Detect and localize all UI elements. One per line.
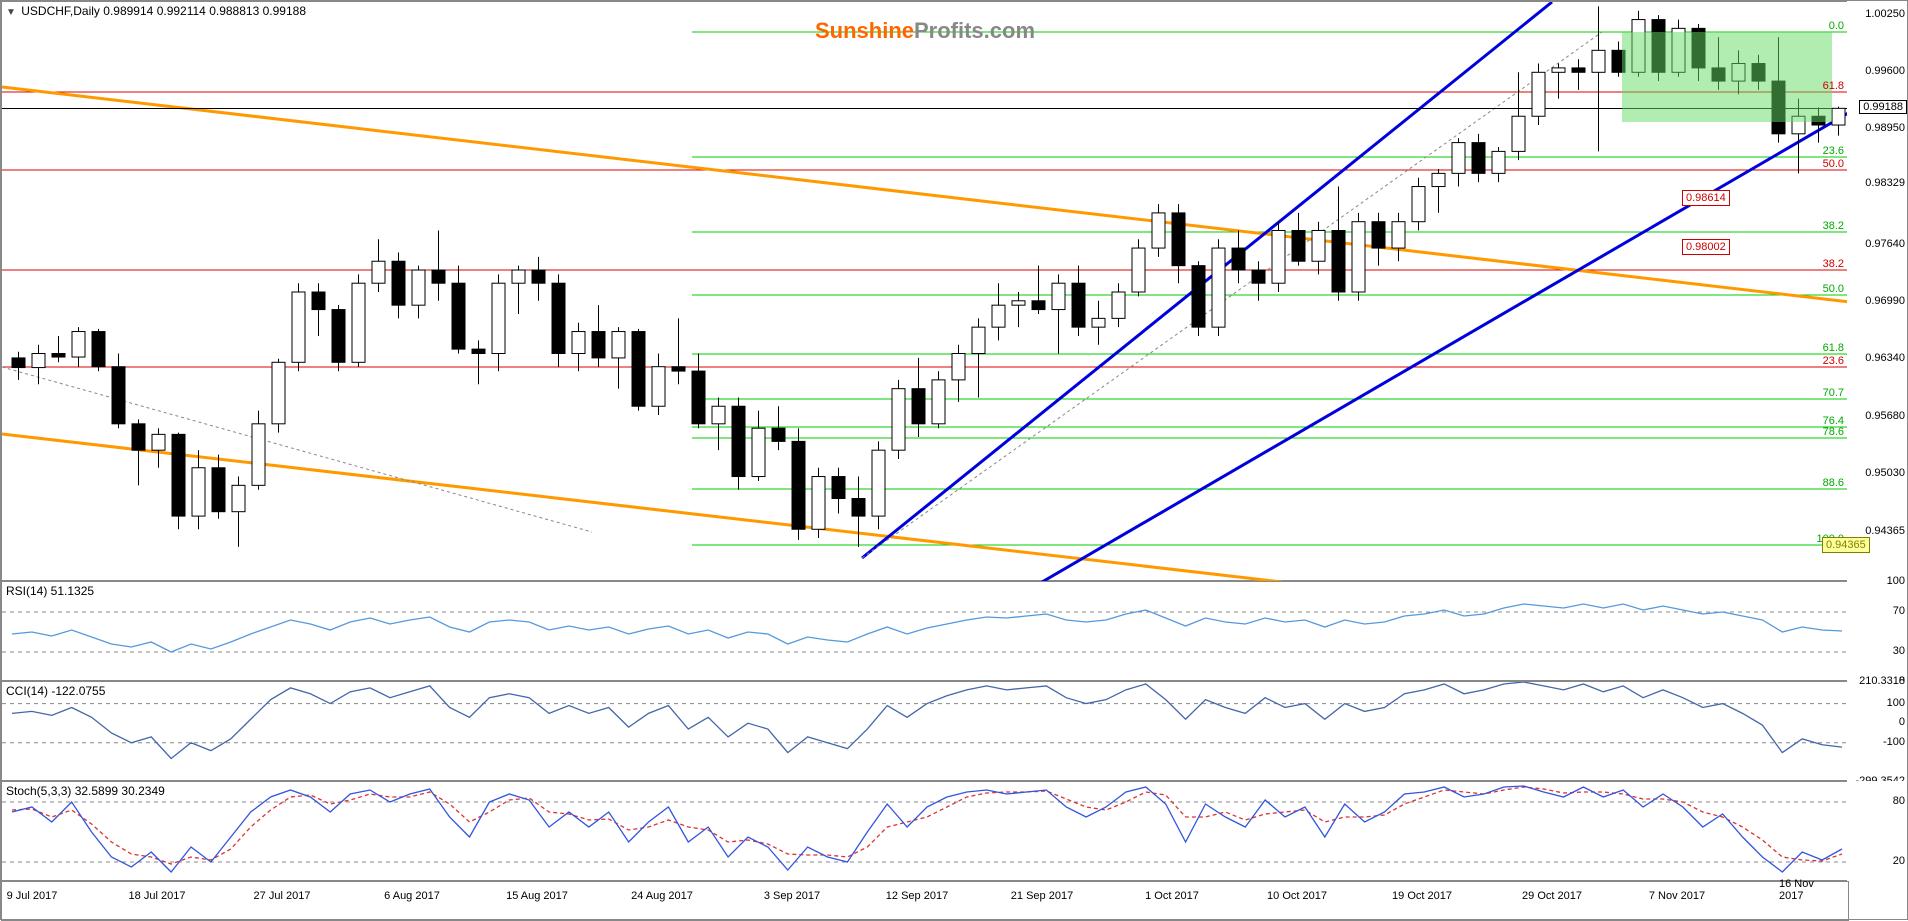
current-price-tag: 0.99188 xyxy=(1859,100,1907,114)
ytick: 0.96990 xyxy=(1865,295,1905,307)
fib-label-green: 61.8 xyxy=(1823,342,1844,354)
cci-title: CCI(14) -122.0755 xyxy=(6,684,105,698)
ytick: 0.94365 xyxy=(1865,525,1905,537)
ytick: 100 xyxy=(1887,697,1905,709)
xtick: 3 Sep 2017 xyxy=(764,890,820,902)
fib-label-red: 61.8 xyxy=(1823,80,1844,92)
cci-panel[interactable]: CCI(14) -122.0755 xyxy=(1,681,1849,781)
watermark-part1: Sunshine xyxy=(815,18,914,43)
stoch-title: Stoch(5,3,3) 32.5899 30.2349 xyxy=(6,784,165,798)
chart-container: ▼ USDCHF,Daily 0.989914 0.992114 0.98881… xyxy=(0,0,1908,920)
cci-svg xyxy=(2,682,1850,782)
stoch-yaxis: 80 20 xyxy=(1847,781,1907,881)
xtick: 27 Jul 2017 xyxy=(254,890,311,902)
xaxis: 9 Jul 2017 18 Jul 2017 27 Jul 2017 6 Aug 20… xyxy=(1,881,1849,921)
ohlc-low: 0.988813 xyxy=(209,4,259,18)
ytick: 20 xyxy=(1893,855,1905,867)
collapse-icon: ▼ xyxy=(6,7,16,18)
rsi-panel[interactable]: RSI(14) 51.1325 xyxy=(1,581,1849,681)
ytick: 0.95030 xyxy=(1865,467,1905,479)
xtick: 12 Sep 2017 xyxy=(886,890,948,902)
xtick: 24 Aug 2017 xyxy=(631,890,693,902)
stoch-svg xyxy=(2,782,1850,882)
xtick: 29 Oct 2017 xyxy=(1522,890,1582,902)
xtick: 16 Nov 2017 xyxy=(1779,878,1825,902)
rsi-yaxis: 10070300 xyxy=(1847,581,1907,681)
ytick: 0.99600 xyxy=(1865,65,1905,77)
ytick: 0.95680 xyxy=(1865,410,1905,422)
cci-yaxis: 210.33181000-100-299.3542 xyxy=(1847,681,1907,781)
main-yaxis: 1.00250 0.99600 0.98950 0.98329 0.97640 0.969… xyxy=(1847,1,1907,581)
symbol-label: USDCHF,Daily xyxy=(21,4,100,18)
xtick: 10 Oct 2017 xyxy=(1267,890,1327,902)
ytick: 210.3318 xyxy=(1859,675,1905,687)
ohlc-high: 0.992114 xyxy=(157,4,206,18)
fib-label-green: 70.7 xyxy=(1823,387,1844,399)
ytick: 0.96340 xyxy=(1865,352,1905,364)
watermark-part2: Profits.com xyxy=(914,18,1035,43)
fib-label-green: 50.0 xyxy=(1823,283,1844,295)
fib-label-green: 88.6 xyxy=(1823,477,1844,489)
fib-label-red: 38.2 xyxy=(1823,258,1844,270)
highlight-zone xyxy=(1622,32,1832,122)
main-svg xyxy=(2,2,1850,582)
ytick: 0.97640 xyxy=(1865,238,1905,250)
ytick: 0 xyxy=(1899,716,1905,728)
fib-label-green: 23.6 xyxy=(1823,145,1844,157)
price-level-box: 0.98002 xyxy=(1682,239,1730,255)
ytick: 30 xyxy=(1893,645,1905,657)
xtick: 6 Aug 2017 xyxy=(384,890,440,902)
ytick: 100 xyxy=(1887,575,1905,587)
watermark: SunshineProfits.com xyxy=(815,18,1035,44)
xtick: 7 Nov 2017 xyxy=(1649,890,1705,902)
xtick: 18 Jul 2017 xyxy=(129,890,186,902)
ytick: 80 xyxy=(1893,795,1905,807)
price-level-box: 0.94365 xyxy=(1822,537,1870,553)
ytick: 1.00250 xyxy=(1865,8,1905,20)
xtick: 15 Aug 2017 xyxy=(506,890,568,902)
xtick: 19 Oct 2017 xyxy=(1392,890,1452,902)
fib-label-green: 78.6 xyxy=(1823,426,1844,438)
xtick: 1 Oct 2017 xyxy=(1145,890,1199,902)
ytick: 0.98329 xyxy=(1865,177,1905,189)
ohlc-close: 0.99188 xyxy=(263,4,306,18)
xtick: 9 Jul 2017 xyxy=(7,890,58,902)
fib-label-green: 0.0 xyxy=(1829,20,1844,32)
fib-label-green: 38.2 xyxy=(1823,220,1844,232)
ytick: 0.98950 xyxy=(1865,122,1905,134)
stoch-panel[interactable]: Stoch(5,3,3) 32.5899 30.2349 xyxy=(1,781,1849,881)
fib-label-red: 23.6 xyxy=(1823,355,1844,367)
ytick: 70 xyxy=(1893,605,1905,617)
main-price-panel[interactable]: ▼ USDCHF,Daily 0.989914 0.992114 0.98881… xyxy=(1,1,1849,581)
rsi-svg xyxy=(2,582,1850,682)
ytick: -100 xyxy=(1883,736,1905,748)
fib-label-red: 50.0 xyxy=(1823,158,1844,170)
rsi-title: RSI(14) 51.1325 xyxy=(6,584,94,598)
price-level-box: 0.98614 xyxy=(1682,190,1730,206)
xtick: 21 Sep 2017 xyxy=(1011,890,1073,902)
chart-title-bar: ▼ USDCHF,Daily 0.989914 0.992114 0.98881… xyxy=(6,4,306,18)
ohlc-open: 0.989914 xyxy=(103,4,153,18)
